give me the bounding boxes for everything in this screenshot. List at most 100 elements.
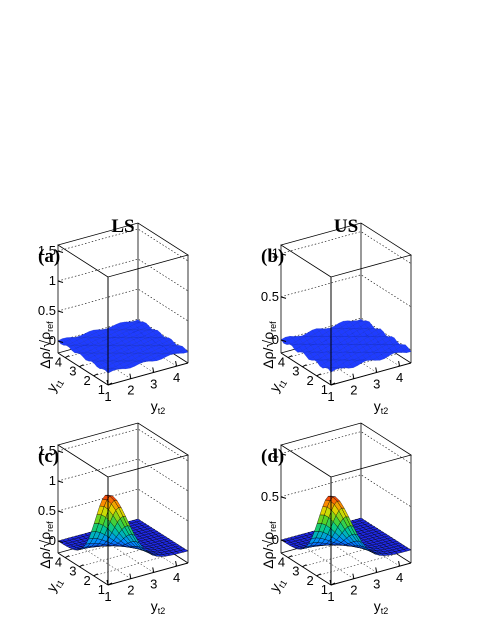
x-tick-mark	[107, 582, 113, 586]
x-tick-label: 3	[69, 564, 76, 579]
x-axis-line	[280, 352, 332, 386]
z-axis-title: Δρ/√ρref	[260, 521, 278, 569]
y-tick-label: 4	[173, 370, 180, 385]
x-axis-line	[57, 552, 109, 586]
panel-label: (c)	[38, 446, 59, 467]
z-axis-title-sub: ref	[268, 521, 278, 532]
y-tick-mark	[375, 567, 378, 573]
x-tick-mark	[330, 382, 336, 386]
x-tick-mark	[64, 355, 70, 359]
column-header-us: US	[334, 216, 358, 237]
x-tick-label: 3	[69, 364, 76, 379]
y-tick-label: 2	[350, 383, 357, 398]
z-tick-label: 0	[49, 533, 56, 548]
surface-cell	[327, 367, 336, 373]
x-tick-label: 4	[55, 555, 62, 570]
z-tick-mark	[280, 453, 287, 456]
y-axis-line	[107, 562, 189, 586]
z-tick-label: 1	[49, 473, 56, 488]
y-tick-mark	[375, 367, 378, 373]
y-tick-mark	[398, 561, 401, 567]
z-tick-label: 0.5	[261, 489, 279, 504]
y-axis-title: yt2	[374, 598, 389, 616]
y-tick-label: 3	[373, 576, 380, 591]
z-axis-title-sub: ref	[268, 321, 278, 332]
y-tick-label: 1	[327, 389, 334, 404]
x-axis-title: yt1	[43, 374, 66, 396]
x-tick-label: 1	[321, 582, 328, 597]
x-tick-label: 2	[83, 373, 90, 388]
y-tick-label: 3	[150, 376, 157, 391]
x-tick-mark	[316, 373, 321, 377]
z-gridline	[57, 488, 189, 522]
panel-label: (b)	[261, 246, 284, 267]
y-tick-mark	[352, 373, 355, 379]
x-tick-mark	[79, 364, 84, 368]
z-axis-title-sub: ref	[45, 521, 55, 532]
z-tick-mark	[57, 450, 64, 453]
box-top	[280, 222, 412, 278]
z-tick-label: 1	[272, 246, 279, 261]
z-tick-mark	[57, 250, 64, 253]
x-tick-mark	[79, 564, 84, 568]
y-tick-label: 4	[396, 370, 403, 385]
y-tick-mark	[329, 579, 332, 586]
z-axis-title-main: Δρ/√ρ	[260, 532, 276, 569]
z-gridline	[280, 431, 412, 464]
z-axis-title: Δρ/√ρref	[37, 321, 55, 369]
z-axis-title-sub: ref	[45, 321, 55, 332]
box-top	[57, 222, 189, 278]
y-tick-mark	[129, 573, 132, 579]
z-tick-label: 1	[49, 273, 56, 288]
x-tick-label: 1	[321, 382, 328, 397]
y-axis-title: yt2	[151, 598, 166, 616]
y-tick-label: 1	[327, 589, 334, 604]
y-tick-mark	[152, 567, 155, 573]
y-tick-label: 3	[150, 576, 157, 591]
z-tick-mark	[57, 510, 64, 513]
x-tick-mark	[93, 373, 98, 377]
z-tick-label: 0	[272, 532, 279, 547]
y-tick-mark	[175, 361, 178, 367]
x-axis-title: yt1	[266, 374, 289, 396]
z-tick-mark	[280, 496, 287, 499]
z-tick-mark	[280, 539, 287, 543]
y-tick-label: 1	[104, 389, 111, 404]
x-tick-label: 4	[55, 355, 62, 370]
z-gridline	[57, 228, 189, 262]
box-top	[57, 422, 189, 478]
surface	[280, 319, 412, 373]
x-tick-label: 1	[98, 382, 105, 397]
z-tick-mark	[57, 340, 64, 343]
y-tick-mark	[106, 579, 109, 586]
z-tick-mark	[57, 480, 64, 483]
y-axis-title-sub: t2	[158, 406, 166, 416]
x-axis-title-sub: t1	[54, 378, 66, 390]
z-gridline	[57, 258, 189, 292]
y-gridline	[80, 546, 131, 579]
y-tick-mark	[175, 561, 178, 567]
x-tick-label: 3	[292, 364, 299, 379]
surface	[280, 495, 412, 556]
z-gridline	[57, 288, 189, 322]
panel-label: (d)	[261, 446, 284, 467]
x-tick-label: 2	[306, 573, 313, 588]
z-tick-mark	[280, 296, 287, 299]
z-tick-label: 0.5	[38, 503, 56, 518]
y-tick-mark	[352, 573, 355, 579]
x-axis-title: yt1	[43, 574, 66, 596]
y-axis-title-main: y	[151, 598, 158, 614]
z-axis-title: Δρ/√ρref	[37, 521, 55, 569]
y-axis-line	[330, 562, 412, 586]
x-tick-mark	[302, 564, 307, 568]
box-top	[280, 422, 412, 478]
